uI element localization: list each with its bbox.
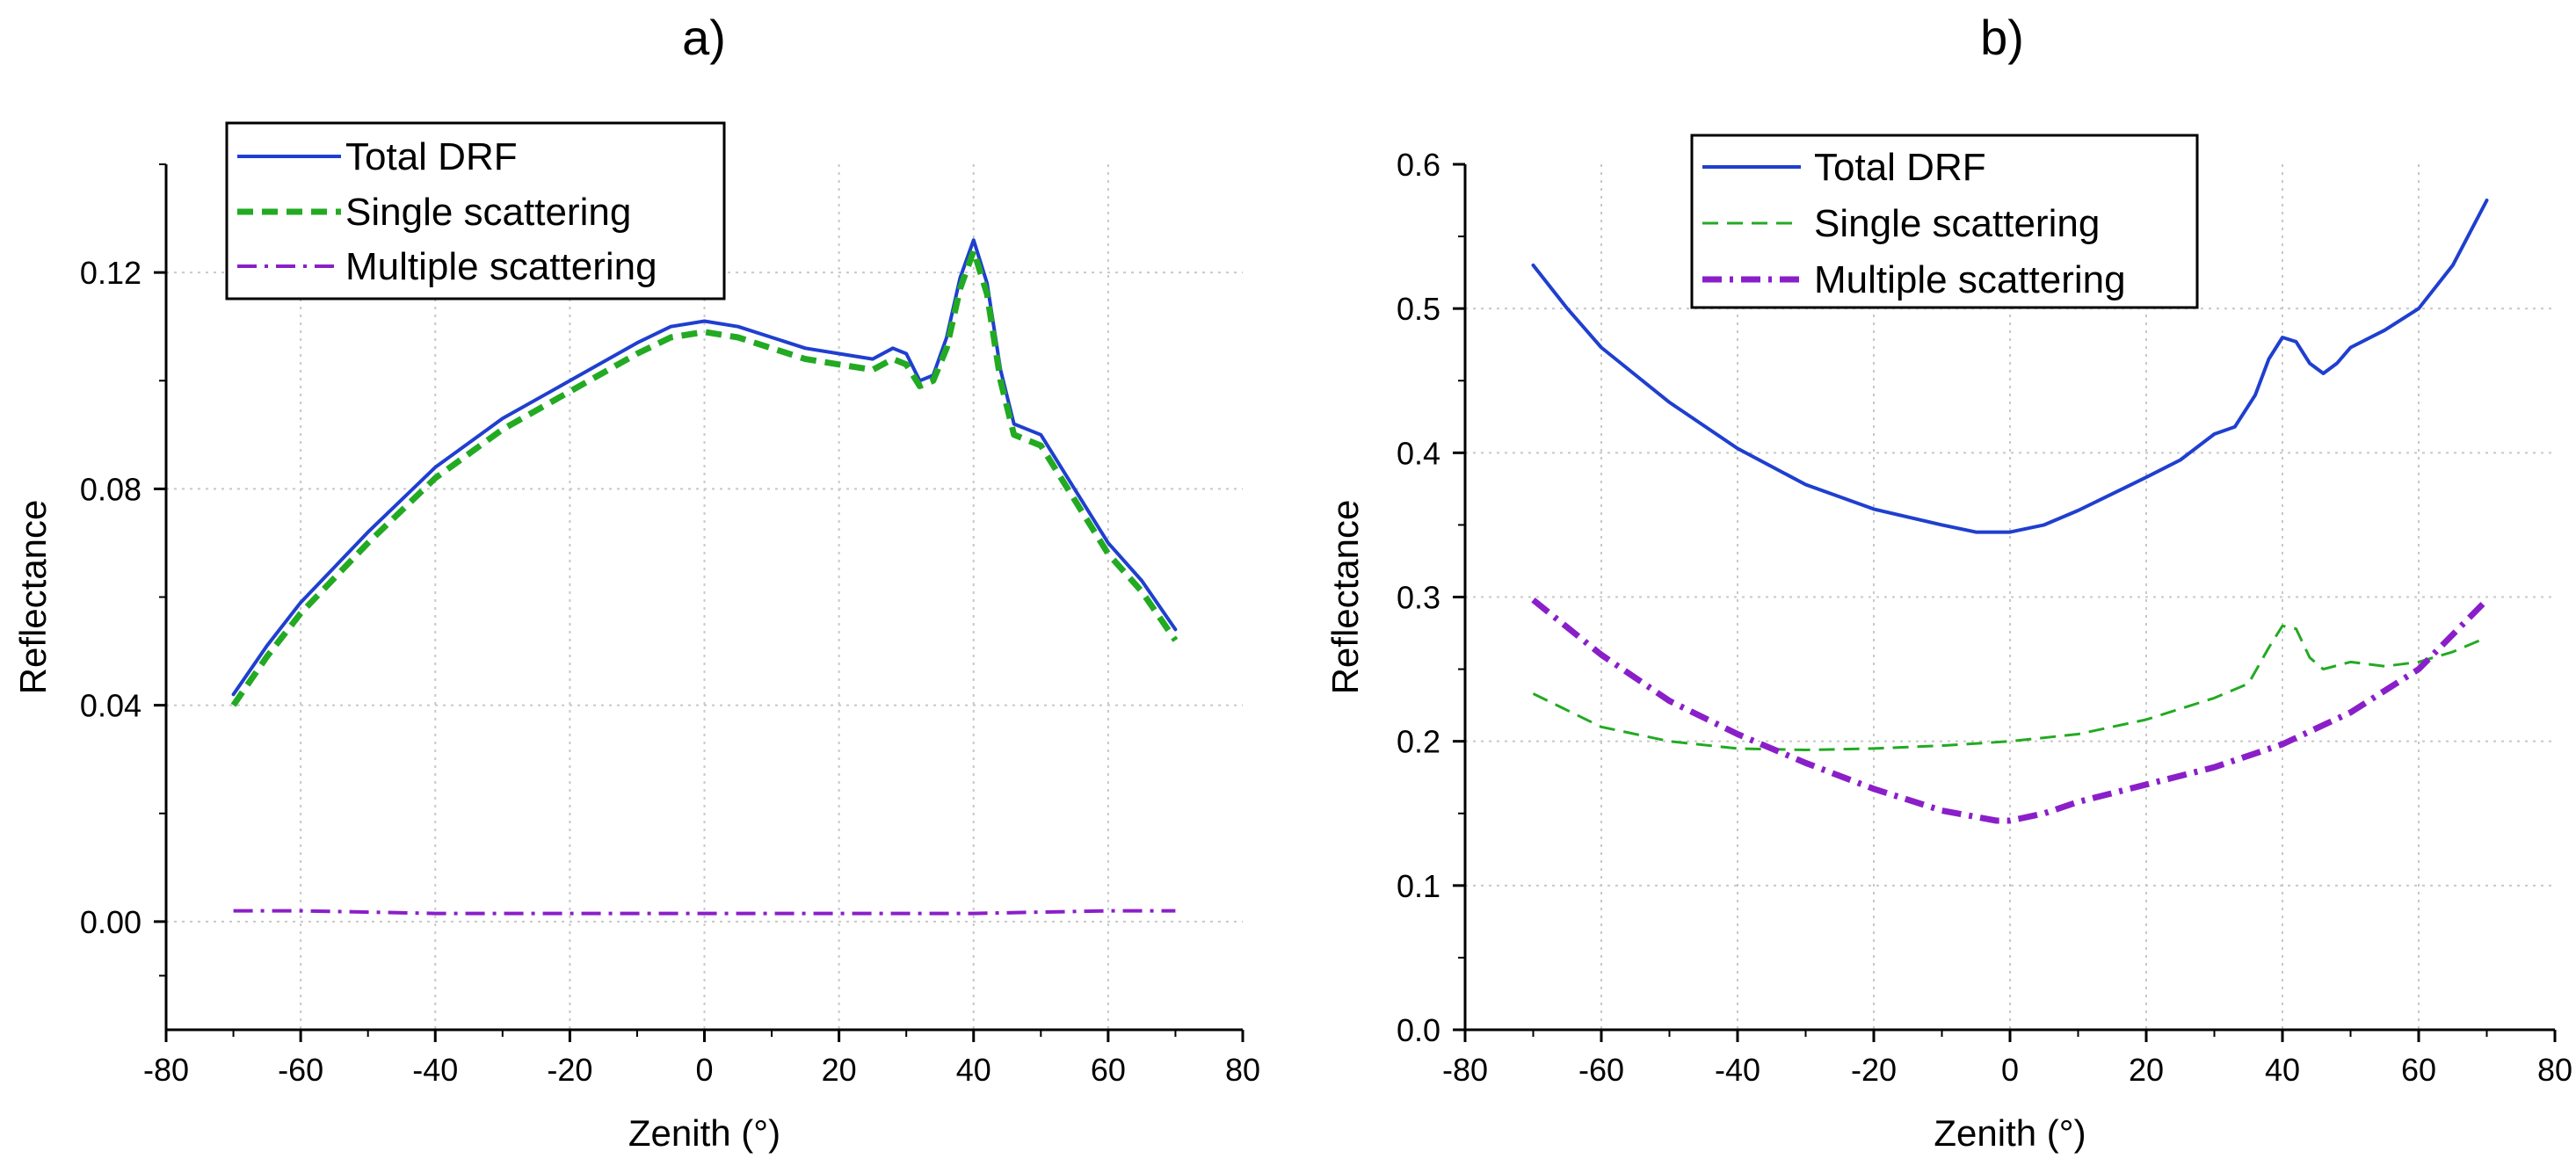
x-tick-label: 40 [956,1052,991,1088]
legend-label: Single scattering [1814,202,2100,245]
x-tick-label: -40 [1715,1052,1760,1088]
y-tick-label: 0.2 [1397,724,1440,760]
legend-box [225,121,726,300]
x-tick-label: -60 [1578,1052,1624,1088]
y-tick-label: 0.12 [80,255,141,291]
y-tick-label: 0.3 [1397,580,1440,616]
series-line-single-scattering [230,248,1179,707]
y-tick-label: 0.04 [80,688,141,724]
x-tick-label: -20 [1851,1052,1897,1088]
legend: Total DRF Single scattering Multiple scatt… [225,121,726,300]
x-tick-label: -80 [1442,1052,1488,1088]
legend-label: Multiple scattering [1814,258,2126,301]
x-tick-label: -20 [547,1052,592,1088]
x-tick-label: 20 [822,1052,857,1088]
chart-panel-b: b) -80 -60 -40 -20 0 20 40 60 80 0.0 0.1 0.2 0.3 0.4 0.… [1324,10,2572,1154]
panel-label: a) [682,10,726,65]
chart-panel-a: a) -80 -60 -40 -20 0 20 40 60 80 0.00 0.04 0.08 0.12 Z… [12,10,1260,1154]
x-tick-label: 80 [1225,1052,1260,1088]
y-tick-label: 0.1 [1397,868,1440,904]
x-tick-label: 80 [2537,1052,2572,1088]
y-tick-label: 0.0 [1397,1012,1440,1048]
legend-box [1690,134,2199,309]
x-tick-label: 60 [2401,1052,2436,1088]
x-tick-label: 20 [2129,1052,2164,1088]
series-line-multiple-scattering [233,909,1176,916]
series-line-multiple-scattering [1531,597,2489,824]
y-axis-title: Reflectance [1324,500,1366,695]
x-tick-label: -80 [143,1052,189,1088]
legend-label: Total DRF [1814,146,1986,189]
x-tick-label: 0 [695,1052,713,1088]
y-tick-label: 0.6 [1397,147,1440,183]
legend: Total DRF Single scattering Multiple scatt… [1690,134,2199,309]
series-line-total-drf [1531,199,2489,534]
x-tick-label: 40 [2265,1052,2300,1088]
x-tick-label: 0 [2001,1052,2019,1088]
x-axis-title: Zenith (°) [628,1112,780,1154]
y-tick-label: 0.00 [80,904,141,940]
y-tick-label: 0.08 [80,471,141,507]
legend-label: Total DRF [345,135,518,178]
panel-label: b) [1980,10,2024,65]
series-line-total-drf [231,238,1178,697]
x-tick-label: -40 [412,1052,458,1088]
y-axis-title: Reflectance [12,500,54,695]
legend-label: Multiple scattering [345,245,657,288]
y-tick-label: 0.4 [1397,435,1440,471]
x-tick-label: 60 [1091,1052,1126,1088]
legend-label: Single scattering [345,191,631,234]
x-tick-label: -60 [278,1052,323,1088]
x-axis-title: Zenith (°) [1934,1112,2086,1154]
y-tick-label: 0.5 [1397,291,1440,327]
